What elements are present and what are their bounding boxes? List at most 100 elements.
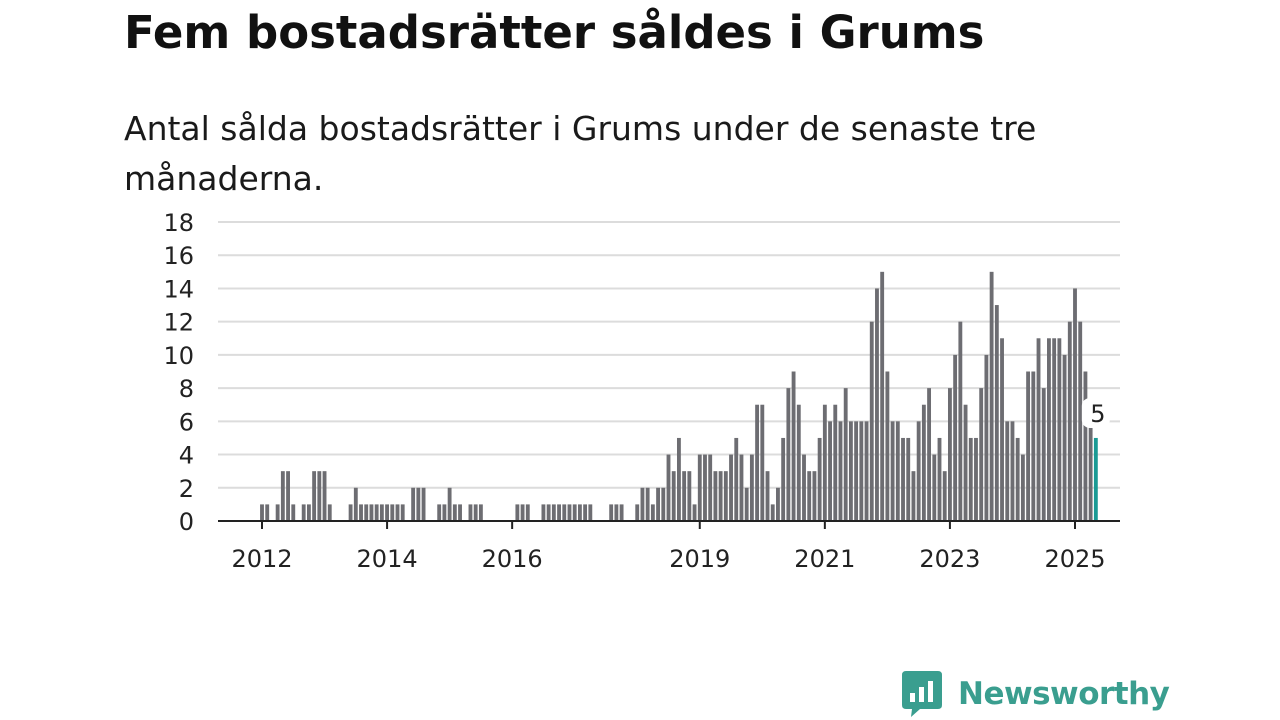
bar: [708, 454, 713, 521]
y-tick-label: 14: [163, 275, 194, 303]
bar: [379, 504, 384, 521]
bar: [353, 487, 358, 521]
bar: [458, 504, 462, 521]
bar: [525, 504, 530, 521]
bar: [932, 454, 937, 521]
bar: [1083, 371, 1088, 521]
bar: [1010, 421, 1015, 521]
bar: [770, 504, 775, 521]
bar: [1073, 288, 1077, 521]
bar: [400, 504, 405, 521]
bar: [739, 454, 744, 521]
bar: [760, 404, 765, 521]
bar: [546, 504, 551, 521]
bar: [265, 504, 270, 521]
x-axis-labels: 2012 2014 2016 2019 2021 2023 2025: [231, 545, 1105, 573]
bar: [567, 504, 572, 521]
bar: [572, 504, 577, 521]
newsworthy-chart-bubble-icon: [902, 671, 942, 717]
bar: [885, 371, 890, 521]
bar: [781, 437, 786, 521]
bar: [1015, 437, 1020, 521]
bar: [312, 471, 317, 521]
x-tick-label: 2014: [357, 545, 418, 573]
bar: [1067, 321, 1072, 521]
bar: [854, 421, 859, 521]
y-tick-label: 6: [179, 408, 194, 436]
bar: [614, 504, 619, 521]
bar: [619, 504, 624, 521]
bar: [906, 437, 911, 521]
x-tick-label: 2021: [794, 545, 855, 573]
y-tick-label: 16: [163, 242, 194, 270]
bar: [359, 504, 363, 521]
y-axis-labels: 0 2 4 6 8 10 12 14 16 18: [163, 209, 194, 536]
bar: [541, 504, 546, 521]
bar: [953, 354, 958, 521]
chart-title: Fem bostadsrätter såldes i Grums: [124, 6, 985, 59]
bar: [1036, 338, 1041, 521]
bar: [452, 504, 457, 521]
bar: [921, 404, 926, 521]
bar: [1047, 338, 1051, 521]
bar: [697, 454, 702, 521]
bar: [395, 504, 400, 521]
bar: [744, 487, 749, 521]
bar: [994, 305, 999, 521]
bar: [671, 471, 676, 521]
bar: [755, 404, 760, 521]
bar: [859, 421, 864, 521]
bar: [442, 504, 447, 521]
x-tick-label: 2025: [1044, 545, 1105, 573]
bar: [723, 471, 728, 521]
bar: [895, 421, 900, 521]
bar: [1078, 321, 1083, 521]
bar: [348, 504, 353, 521]
bar: [682, 471, 687, 521]
y-tick-label: 10: [163, 342, 194, 370]
bar: [791, 371, 796, 521]
bar: [947, 388, 952, 521]
bar: [286, 471, 290, 521]
newsworthy-logo[interactable]: Newsworthy: [902, 670, 1170, 718]
bar: [833, 404, 838, 521]
bar: [1020, 454, 1025, 521]
bar: [364, 504, 369, 521]
bar: [275, 504, 280, 521]
bar: [869, 321, 874, 521]
bar: [979, 388, 984, 521]
bar: [848, 421, 853, 521]
bar: [927, 388, 932, 521]
brand-name: Newsworthy: [958, 676, 1170, 712]
x-tick-label: 2019: [669, 545, 730, 573]
bar: [864, 421, 869, 521]
last-value-label: 5: [1090, 400, 1105, 428]
bar: [562, 504, 567, 521]
bar: [1000, 338, 1004, 521]
bar: [713, 471, 718, 521]
bar: [583, 504, 588, 521]
bar: [421, 487, 426, 521]
bar: [1005, 421, 1010, 521]
bar: [776, 487, 780, 521]
bar: [974, 437, 978, 521]
bar: [796, 404, 801, 521]
bar: [640, 487, 645, 521]
y-tick-label: 8: [179, 375, 194, 403]
bar: [1041, 388, 1046, 521]
bar: [306, 504, 311, 521]
x-tick-label: 2023: [919, 545, 980, 573]
bar: [911, 471, 916, 521]
chart-subtitle: Antal sålda bostadsrätter i Grums under …: [124, 109, 1037, 198]
bar: [828, 421, 832, 521]
bar: [901, 437, 905, 521]
bar: [416, 487, 421, 521]
bar: [661, 487, 666, 521]
x-tick-label: 2016: [482, 545, 543, 573]
bar: [645, 487, 650, 521]
bar: [588, 504, 593, 521]
bar: [802, 454, 806, 521]
x-tick-label: 2012: [231, 545, 292, 573]
bar: [916, 421, 921, 521]
bar: [551, 504, 556, 521]
